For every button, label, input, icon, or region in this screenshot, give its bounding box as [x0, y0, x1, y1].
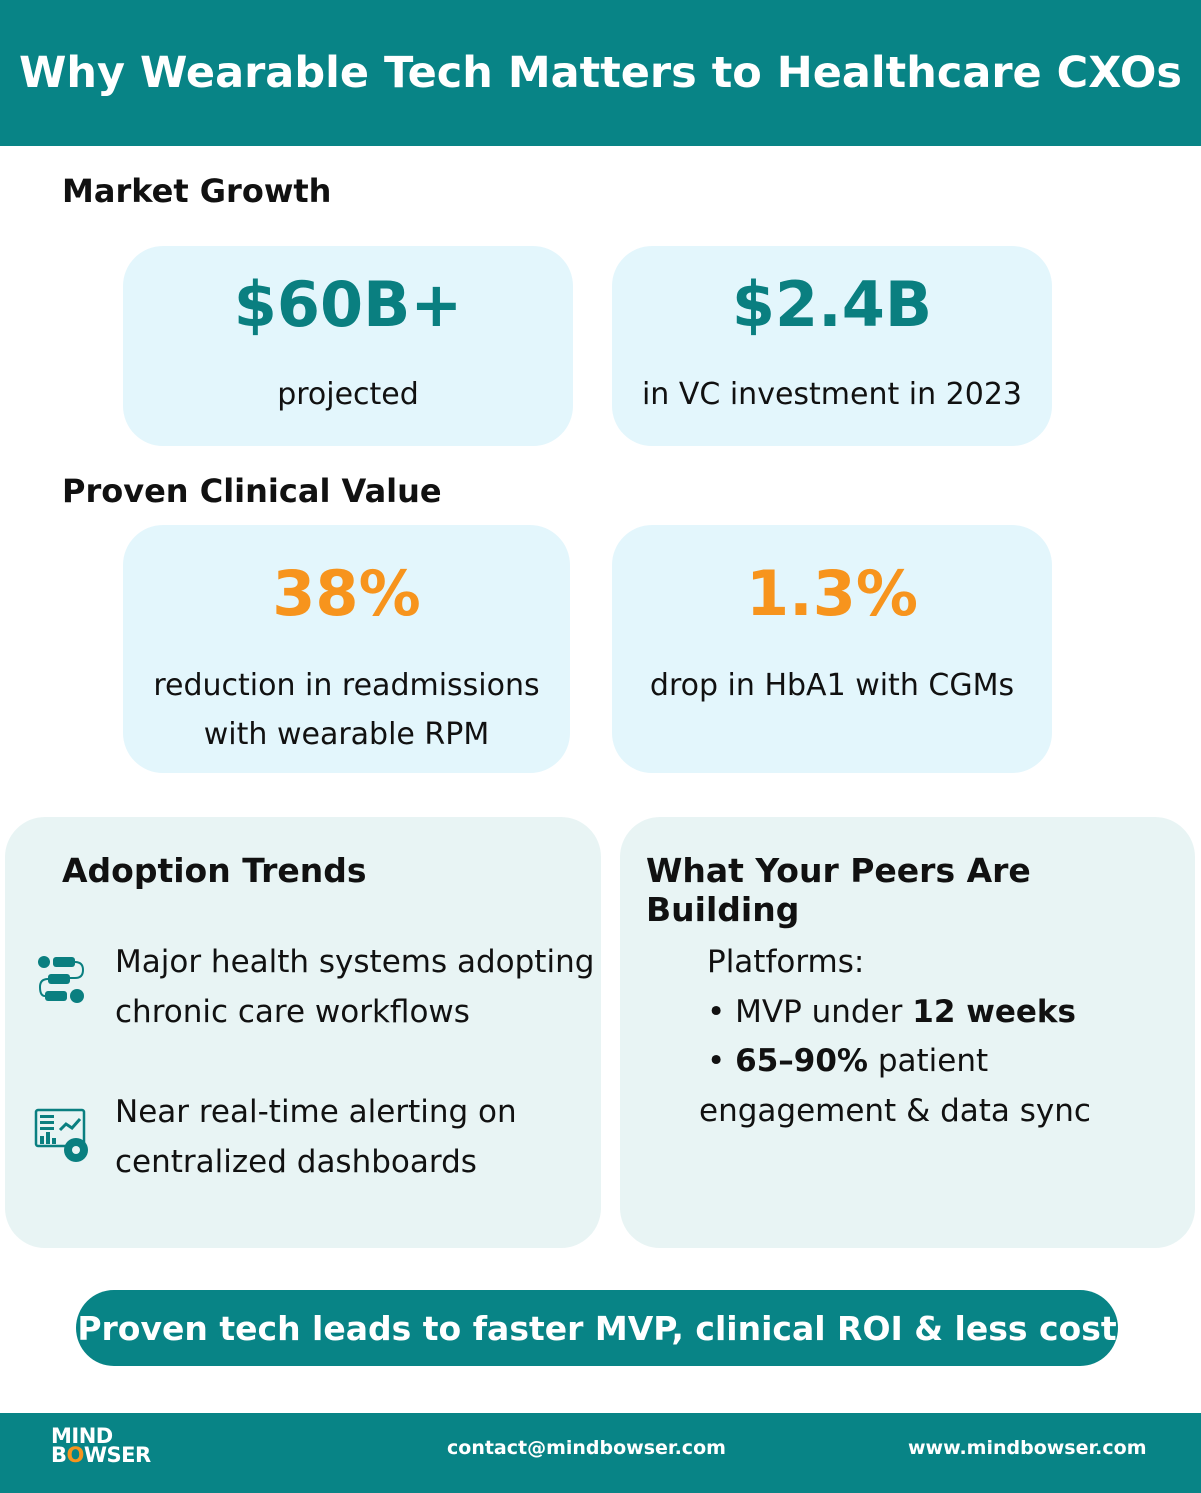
- contact-email[interactable]: contact@mindbowser.com: [447, 1437, 726, 1459]
- adoption-item-text: Near real-time alerting on: [115, 1094, 517, 1130]
- bullet-text: patient: [867, 1043, 989, 1079]
- stat-card: $2.4B in VC investment in 2023: [612, 246, 1052, 446]
- adoption-item-text: chronic care workflows: [115, 994, 470, 1030]
- page-title: Why Wearable Tech Matters to Healthcare …: [0, 0, 1201, 146]
- stat-label: projected: [277, 377, 419, 412]
- stat-card: 38% reduction in readmissions with weara…: [123, 525, 570, 773]
- platforms-label: Platforms:: [707, 944, 865, 980]
- website-link[interactable]: www.mindbowser.com: [908, 1437, 1147, 1459]
- adoption-panel: Adoption Trends Major health systems ado…: [5, 817, 601, 1248]
- adoption-item-text: Major health systems adopting: [115, 944, 595, 980]
- bullet-bold: 65–90%: [735, 1043, 868, 1079]
- workflow-icon: [38, 956, 85, 1003]
- peers-bullet-continued: engagement & data sync: [699, 1093, 1091, 1129]
- footer: MIND BOWSER contact@mindbowser.com www.mi…: [0, 1413, 1201, 1493]
- bullet-bold: 12 weeks: [912, 994, 1076, 1030]
- stat-label: drop in HbA1 with CGMs: [649, 668, 1015, 703]
- stat-value: $2.4B: [731, 268, 933, 341]
- cta-banner: Proven tech leads to faster MVP, clinica…: [76, 1290, 1118, 1366]
- stat-value: $60B+: [233, 268, 463, 341]
- dashboard-icon: [34, 1108, 88, 1162]
- stat-card: 1.3% drop in HbA1 with CGMs: [612, 525, 1052, 773]
- clinical-value-heading: Proven Clinical Value: [62, 472, 442, 510]
- peers-bullet: • 65–90% patient: [707, 1036, 988, 1086]
- adoption-item-text: centralized dashboards: [115, 1144, 477, 1180]
- peers-panel: What Your Peers Are Building Platforms: …: [620, 817, 1195, 1248]
- mindbowser-logo: MIND BOWSER: [51, 1424, 151, 1467]
- stat-label: reduction in readmissions: [153, 668, 540, 703]
- stat-label: in VC investment in 2023: [641, 377, 1023, 412]
- bullet-text: • MVP under: [707, 994, 913, 1030]
- stat-value: 1.3%: [746, 557, 918, 630]
- bullet-text: •: [707, 1043, 736, 1079]
- stat-card: $60B+ projected: [123, 246, 573, 446]
- peers-bullet: • MVP under 12 weeks: [707, 987, 1076, 1037]
- market-growth-heading: Market Growth: [62, 172, 332, 210]
- stat-label: with wearable RPM: [203, 717, 490, 752]
- adoption-heading: Adoption Trends: [62, 851, 367, 890]
- peers-heading: What Your Peers Are Building: [646, 851, 1031, 929]
- stat-value: 38%: [272, 557, 421, 630]
